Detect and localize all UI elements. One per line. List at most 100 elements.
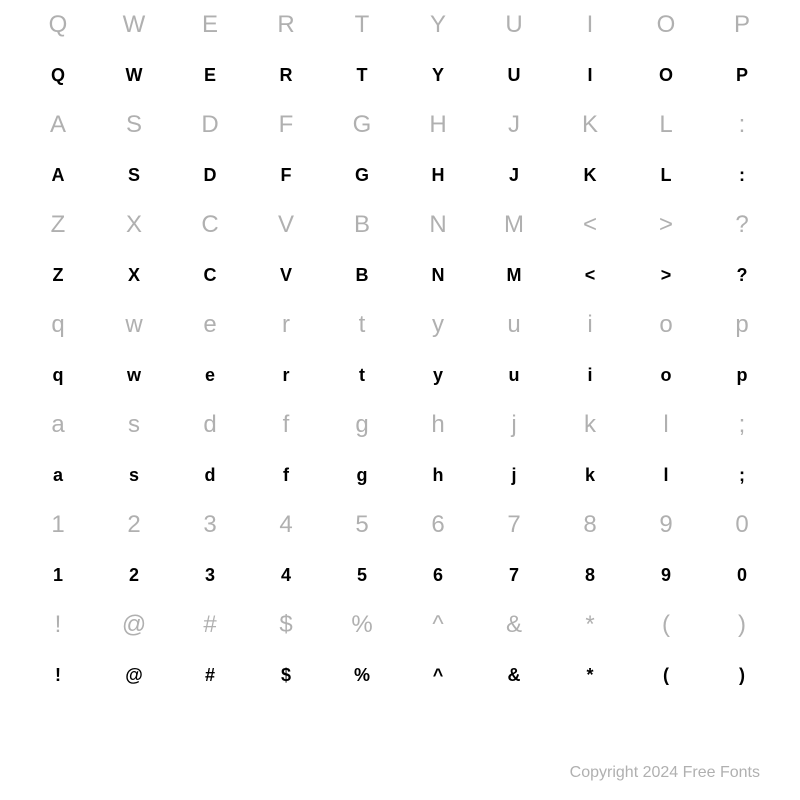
sample-glyph: 2 — [129, 565, 139, 586]
sample-glyph: Y — [432, 65, 444, 86]
sample-glyph: G — [355, 165, 369, 186]
sample-glyph: B — [356, 265, 369, 286]
reference-glyph: F — [279, 111, 294, 139]
reference-glyph: ( — [662, 611, 670, 639]
reference-glyph: k — [584, 411, 596, 439]
sample-glyph: $ — [281, 665, 291, 686]
reference-glyph: I — [587, 11, 594, 39]
reference-glyph: p — [735, 311, 748, 339]
sample-glyph: ) — [739, 665, 745, 686]
reference-glyph: r — [282, 311, 290, 339]
reference-glyph: % — [351, 611, 372, 639]
sample-glyph: ! — [55, 665, 61, 686]
reference-glyph: W — [123, 11, 146, 39]
sample-glyph: ( — [663, 665, 669, 686]
reference-glyph: C — [201, 211, 218, 239]
reference-glyph: u — [507, 311, 520, 339]
reference-glyph: 8 — [583, 511, 596, 539]
reference-glyph: * — [585, 611, 594, 639]
sample-glyph: 1 — [53, 565, 63, 586]
sample-glyph: ? — [737, 265, 748, 286]
sample-glyph: y — [433, 365, 443, 386]
reference-glyph: f — [283, 411, 290, 439]
reference-glyph: o — [659, 311, 672, 339]
sample-glyph: L — [661, 165, 672, 186]
sample-glyph: q — [53, 365, 64, 386]
sample-glyph: U — [508, 65, 521, 86]
reference-glyph: a — [51, 411, 64, 439]
reference-glyph: 7 — [507, 511, 520, 539]
sample-glyph: t — [359, 365, 365, 386]
sample-glyph: 0 — [737, 565, 747, 586]
reference-glyph: Q — [49, 11, 68, 39]
reference-glyph: # — [203, 611, 216, 639]
sample-glyph: A — [52, 165, 65, 186]
reference-glyph: e — [203, 311, 216, 339]
reference-glyph: R — [277, 11, 294, 39]
reference-glyph: L — [659, 111, 672, 139]
sample-glyph: j — [511, 465, 516, 486]
reference-glyph: P — [734, 11, 750, 39]
sample-glyph: N — [432, 265, 445, 286]
sample-glyph: % — [354, 665, 370, 686]
reference-glyph: 1 — [51, 511, 64, 539]
sample-glyph: ; — [739, 465, 745, 486]
sample-glyph: X — [128, 265, 140, 286]
sample-glyph: a — [53, 465, 63, 486]
reference-glyph: : — [739, 111, 746, 139]
sample-glyph: e — [205, 365, 215, 386]
reference-glyph: G — [353, 111, 372, 139]
reference-glyph: 2 — [127, 511, 140, 539]
reference-glyph: Z — [51, 211, 66, 239]
reference-glyph: @ — [122, 611, 146, 639]
reference-glyph: 3 — [203, 511, 216, 539]
reference-glyph: ; — [739, 411, 746, 439]
reference-glyph: ^ — [432, 611, 443, 639]
sample-glyph: F — [281, 165, 292, 186]
reference-glyph: l — [663, 411, 668, 439]
sample-glyph: d — [205, 465, 216, 486]
reference-glyph: h — [431, 411, 444, 439]
sample-glyph: > — [661, 265, 672, 286]
sample-glyph: 5 — [357, 565, 367, 586]
sample-glyph: i — [587, 365, 592, 386]
reference-glyph: ? — [735, 211, 748, 239]
reference-glyph: 4 — [279, 511, 292, 539]
sample-glyph: 8 — [585, 565, 595, 586]
reference-glyph: j — [511, 411, 516, 439]
sample-glyph: P — [736, 65, 748, 86]
reference-glyph: T — [355, 11, 370, 39]
sample-glyph: R — [280, 65, 293, 86]
sample-glyph: 7 — [509, 565, 519, 586]
sample-glyph: 4 — [281, 565, 291, 586]
reference-glyph: E — [202, 11, 218, 39]
sample-glyph: # — [205, 665, 215, 686]
sample-glyph: < — [585, 265, 596, 286]
reference-glyph: 5 — [355, 511, 368, 539]
reference-glyph: B — [354, 211, 370, 239]
reference-glyph: H — [429, 111, 446, 139]
reference-glyph: s — [128, 411, 140, 439]
reference-glyph: 6 — [431, 511, 444, 539]
reference-glyph: < — [583, 211, 597, 239]
sample-glyph: 6 — [433, 565, 443, 586]
copyright-footer: Copyright 2024 Free Fonts — [570, 764, 760, 782]
sample-glyph: & — [508, 665, 521, 686]
sample-glyph: ^ — [433, 665, 444, 686]
sample-glyph: Q — [51, 65, 65, 86]
sample-glyph: o — [661, 365, 672, 386]
sample-glyph: 3 — [205, 565, 215, 586]
sample-glyph: s — [129, 465, 139, 486]
reference-glyph: y — [432, 311, 444, 339]
reference-glyph: Y — [430, 11, 446, 39]
reference-glyph: M — [504, 211, 524, 239]
sample-glyph: S — [128, 165, 140, 186]
sample-glyph: J — [509, 165, 519, 186]
sample-glyph: M — [507, 265, 522, 286]
reference-glyph: $ — [279, 611, 292, 639]
reference-glyph: g — [355, 411, 368, 439]
sample-glyph: u — [509, 365, 520, 386]
reference-glyph: ) — [738, 611, 746, 639]
sample-glyph: H — [432, 165, 445, 186]
sample-glyph: l — [663, 465, 668, 486]
